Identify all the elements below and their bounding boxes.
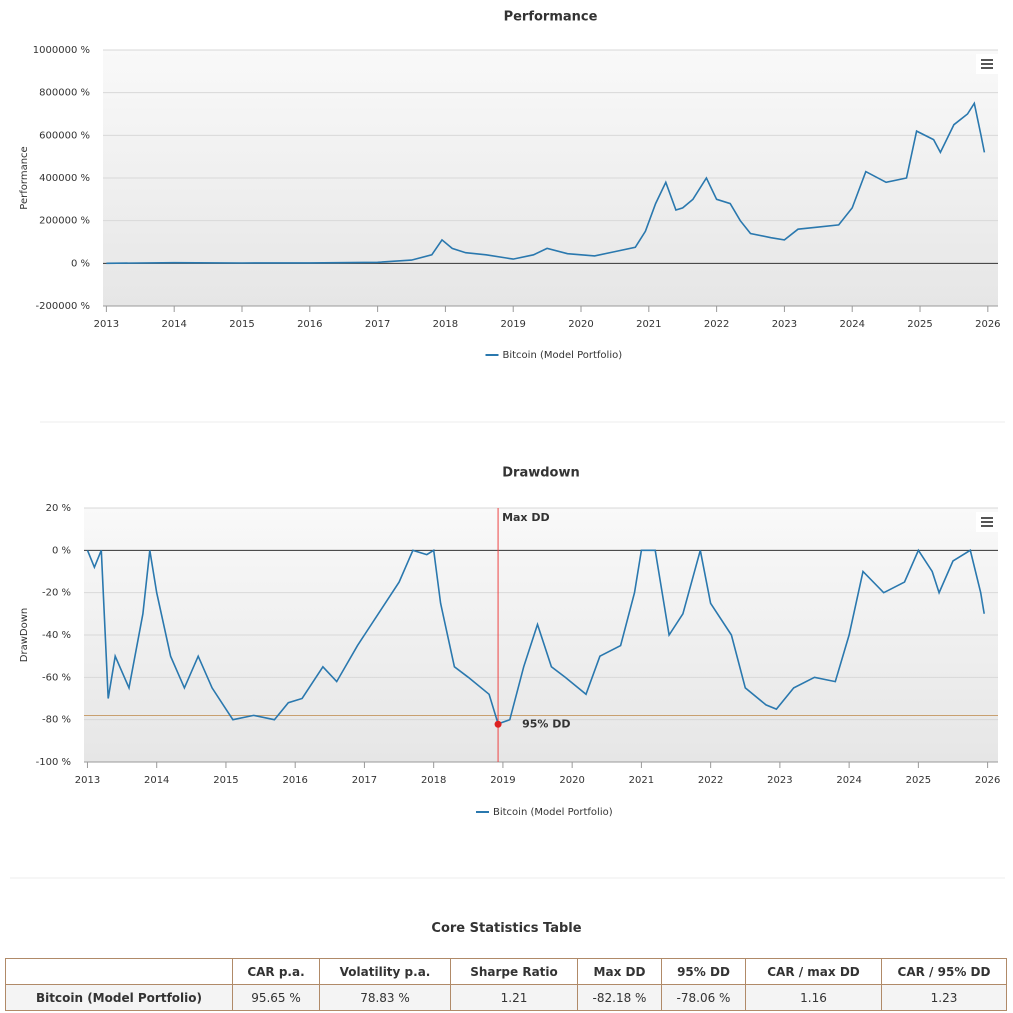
cell: 1.16 xyxy=(745,984,882,1011)
y-tick-label: 200000 % xyxy=(39,216,90,227)
series-line xyxy=(86,548,985,725)
series-line xyxy=(106,101,986,265)
y-tick-label: 800000 % xyxy=(39,88,90,99)
x-tick-label: 2015 xyxy=(229,319,254,330)
chart-title: Drawdown xyxy=(502,466,580,481)
x-tick-label: 2023 xyxy=(767,775,792,786)
x-tick-label: 2017 xyxy=(365,319,390,330)
header-cell: Max DD xyxy=(577,958,662,985)
x-tick-label: 2018 xyxy=(433,319,458,330)
x-tick-label: 2016 xyxy=(297,319,322,330)
header-row: CAR p.a. Volatility p.a. Sharpe Ratio Ma… xyxy=(5,958,1007,985)
header-cell: Sharpe Ratio xyxy=(450,958,578,985)
legend-label: Bitcoin (Model Portfolio) xyxy=(493,807,613,818)
menu-button[interactable] xyxy=(976,512,998,532)
stats-table: CAR p.a. Volatility p.a. Sharpe Ratio Ma… xyxy=(5,958,1007,1011)
x-tick-label: 2022 xyxy=(704,319,729,330)
cell: Bitcoin (Model Portfolio) xyxy=(5,984,233,1011)
cell: 95.65 % xyxy=(232,984,320,1011)
header-cell xyxy=(5,958,233,985)
y-tick-label: 600000 % xyxy=(39,130,90,141)
chart-title: Performance xyxy=(504,10,598,25)
x-tick-label: 2018 xyxy=(421,775,446,786)
x-tick-label: 2014 xyxy=(144,775,169,786)
cell: -82.18 % xyxy=(577,984,662,1011)
cell: 1.21 xyxy=(450,984,578,1011)
x-tick-label: 2019 xyxy=(500,319,525,330)
data-row: Bitcoin (Model Portfolio) 95.65 % 78.83 … xyxy=(5,984,1007,1011)
y-axis-label: DrawDown xyxy=(19,608,30,662)
y-tick-label: 0 % xyxy=(71,258,90,269)
x-tick-label: 2017 xyxy=(352,775,377,786)
y-tick-label: -80 % xyxy=(42,715,71,726)
x-tick-label: 2020 xyxy=(559,775,584,786)
y-tick-label: -200000 % xyxy=(36,301,90,312)
x-tick-label: 2026 xyxy=(975,319,1000,330)
x-tick-label: 2021 xyxy=(636,319,661,330)
y-tick-label: -60 % xyxy=(42,672,71,683)
x-tick-label: 2021 xyxy=(629,775,654,786)
x-tick-label: 2022 xyxy=(698,775,723,786)
legend-label: Bitcoin (Model Portfolio) xyxy=(503,350,623,361)
menu-button[interactable] xyxy=(976,54,998,74)
x-tick-label: 2015 xyxy=(213,775,238,786)
x-tick-label: 2020 xyxy=(568,319,593,330)
x-tick-label: 2026 xyxy=(975,775,1000,786)
header-cell: Volatility p.a. xyxy=(319,958,451,985)
x-tick-label: 2013 xyxy=(94,319,119,330)
y-tick-label: 0 % xyxy=(52,545,71,556)
x-tick-label: 2019 xyxy=(490,775,515,786)
y-tick-label: -40 % xyxy=(42,630,71,641)
y-tick-label: 20 % xyxy=(46,503,71,514)
x-tick-label: 2013 xyxy=(75,775,100,786)
header-cell: CAR / 95% DD xyxy=(881,958,1007,985)
cell: 78.83 % xyxy=(319,984,451,1011)
x-tick-label: 2014 xyxy=(161,319,186,330)
y-tick-label: 1000000 % xyxy=(33,45,90,56)
cell: -78.06 % xyxy=(661,984,746,1011)
cell: 1.23 xyxy=(881,984,1007,1011)
header-cell: CAR p.a. xyxy=(232,958,320,985)
x-tick-label: 2024 xyxy=(839,319,864,330)
y-tick-label: 400000 % xyxy=(39,173,90,184)
y-axis-label: Performance xyxy=(19,146,30,209)
x-tick-label: 2025 xyxy=(907,319,932,330)
x-tick-label: 2016 xyxy=(282,775,307,786)
table-title: Core Statistics Table xyxy=(431,921,582,936)
y-tick-label: -100 % xyxy=(36,757,71,768)
y-tick-label: -20 % xyxy=(42,588,71,599)
header-cell: CAR / max DD xyxy=(745,958,882,985)
dd95-label: 95% DD xyxy=(522,718,570,731)
max-dd-label: Max DD xyxy=(502,511,550,524)
x-tick-label: 2023 xyxy=(772,319,797,330)
x-tick-label: 2025 xyxy=(906,775,931,786)
charts: Performance Performance -200000 % 0 % 200000… xyxy=(10,10,1005,879)
max-dd-point xyxy=(494,720,502,728)
x-tick-label: 2024 xyxy=(836,775,861,786)
header-cell: 95% DD xyxy=(661,958,746,985)
